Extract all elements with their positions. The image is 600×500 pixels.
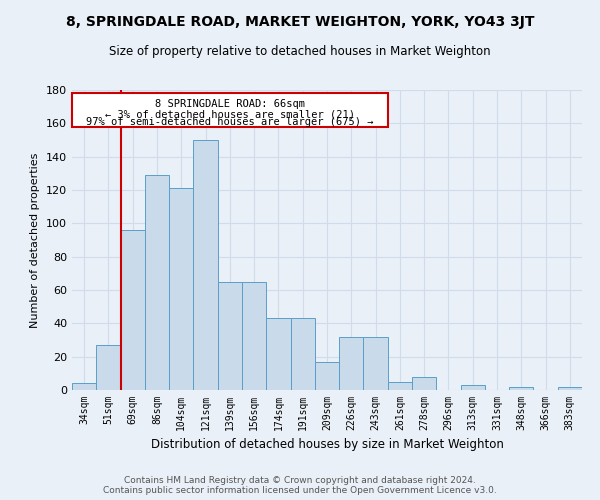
Bar: [412, 376, 436, 390]
Text: Contains HM Land Registry data © Crown copyright and database right 2024.
Contai: Contains HM Land Registry data © Crown c…: [103, 476, 497, 495]
Bar: [290, 318, 315, 390]
Y-axis label: Number of detached properties: Number of detached properties: [31, 152, 40, 328]
X-axis label: Distribution of detached houses by size in Market Weighton: Distribution of detached houses by size …: [151, 438, 503, 452]
Bar: [193, 140, 218, 390]
Bar: [96, 345, 121, 390]
Bar: [72, 384, 96, 390]
Bar: [461, 385, 485, 390]
Text: Size of property relative to detached houses in Market Weighton: Size of property relative to detached ho…: [109, 45, 491, 58]
Text: 8 SPRINGDALE ROAD: 66sqm: 8 SPRINGDALE ROAD: 66sqm: [155, 100, 305, 110]
Bar: [218, 282, 242, 390]
Bar: [558, 386, 582, 390]
Bar: [364, 336, 388, 390]
Bar: [169, 188, 193, 390]
Bar: [388, 382, 412, 390]
Text: 8, SPRINGDALE ROAD, MARKET WEIGHTON, YORK, YO43 3JT: 8, SPRINGDALE ROAD, MARKET WEIGHTON, YOR…: [66, 15, 534, 29]
Text: ← 3% of detached houses are smaller (21): ← 3% of detached houses are smaller (21): [105, 110, 355, 120]
Bar: [266, 318, 290, 390]
Bar: [145, 175, 169, 390]
Bar: [509, 386, 533, 390]
Bar: [315, 362, 339, 390]
Bar: [242, 282, 266, 390]
Text: 97% of semi-detached houses are larger (675) →: 97% of semi-detached houses are larger (…: [86, 118, 374, 128]
Bar: [339, 336, 364, 390]
FancyBboxPatch shape: [72, 94, 388, 126]
Bar: [121, 230, 145, 390]
